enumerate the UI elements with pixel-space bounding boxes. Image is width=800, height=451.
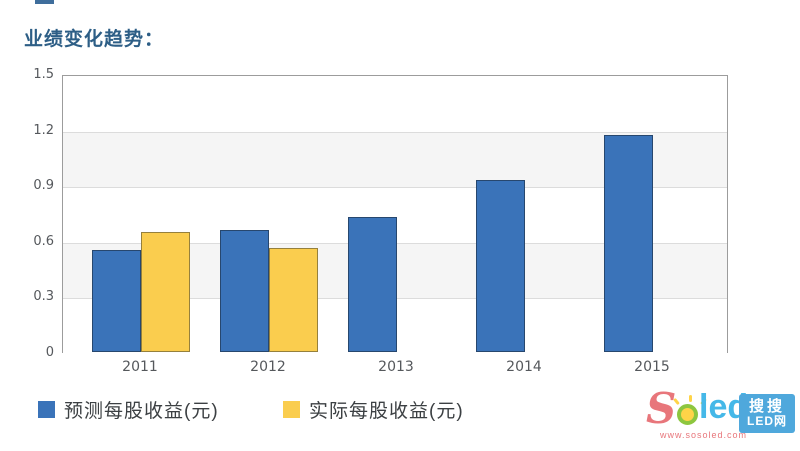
bar-forecast-eps-2012[interactable]	[220, 229, 269, 352]
x-axis-label-2013: 2013	[378, 359, 414, 375]
logo-url: www.sosoled.com	[660, 430, 748, 440]
bar-actual-eps-2011[interactable]	[141, 231, 190, 352]
legend-item-forecast-eps[interactable]: 预测每股收益(元)	[38, 396, 219, 423]
plot-band	[63, 76, 727, 132]
legend-label-actual-eps: 实际每股收益(元)	[309, 401, 464, 422]
gridline	[63, 187, 727, 189]
logo-letter-s: S	[646, 384, 677, 433]
logo-badge-line2: LED网	[746, 414, 787, 429]
gridline	[63, 131, 727, 133]
cropped-text-fragment	[35, 0, 54, 4]
legend-swatch-forecast-eps	[38, 401, 55, 418]
legend-label-forecast-eps: 预测每股收益(元)	[64, 401, 219, 422]
y-axis-tick-label-0.6: 0.6	[33, 233, 54, 249]
eps-trend-chart: 2011 2012 2013 2014 2015 0 0.3 0.6 0.9 1.2 1.5	[33, 67, 728, 375]
plot-area	[62, 75, 728, 354]
bar-forecast-eps-2011[interactable]	[92, 250, 141, 352]
x-axis-label-2014: 2014	[506, 359, 542, 375]
bar-forecast-eps-2015[interactable]	[604, 135, 653, 352]
bar-actual-eps-2012[interactable]	[269, 248, 318, 352]
bar-forecast-eps-2014[interactable]	[476, 179, 525, 352]
x-axis-label-2012: 2012	[250, 359, 286, 375]
y-axis-tick-label-1.2: 1.2	[33, 122, 54, 138]
bar-forecast-eps-2013[interactable]	[348, 216, 397, 352]
y-axis-tick-label-0: 0	[45, 345, 54, 360]
sosoled-watermark-logo[interactable]: S led www.sosoled.com 搜搜 LED网	[646, 386, 796, 442]
y-axis-tick-label-1.5: 1.5	[33, 67, 54, 82]
page-title: 业绩变化趋势：	[24, 29, 165, 50]
lightbulb-icon	[673, 395, 707, 425]
logo-badge: 搜搜 LED网	[739, 394, 795, 433]
logo-badge-line1: 搜搜	[748, 397, 785, 415]
y-axis-tick-label-0.3: 0.3	[33, 289, 54, 305]
legend-item-actual-eps[interactable]: 实际每股收益(元)	[283, 396, 464, 423]
x-axis-label-2011: 2011	[122, 359, 158, 375]
x-axis-label-2015: 2015	[634, 359, 670, 375]
y-axis-tick-label-0.9: 0.9	[33, 178, 54, 194]
legend-swatch-actual-eps	[283, 401, 300, 418]
